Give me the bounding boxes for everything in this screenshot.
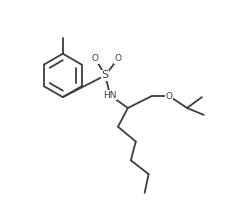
Text: O: O <box>166 92 173 101</box>
Text: HN: HN <box>103 91 117 100</box>
Text: O: O <box>92 54 99 63</box>
Text: S: S <box>102 70 109 80</box>
Text: O: O <box>114 54 122 63</box>
